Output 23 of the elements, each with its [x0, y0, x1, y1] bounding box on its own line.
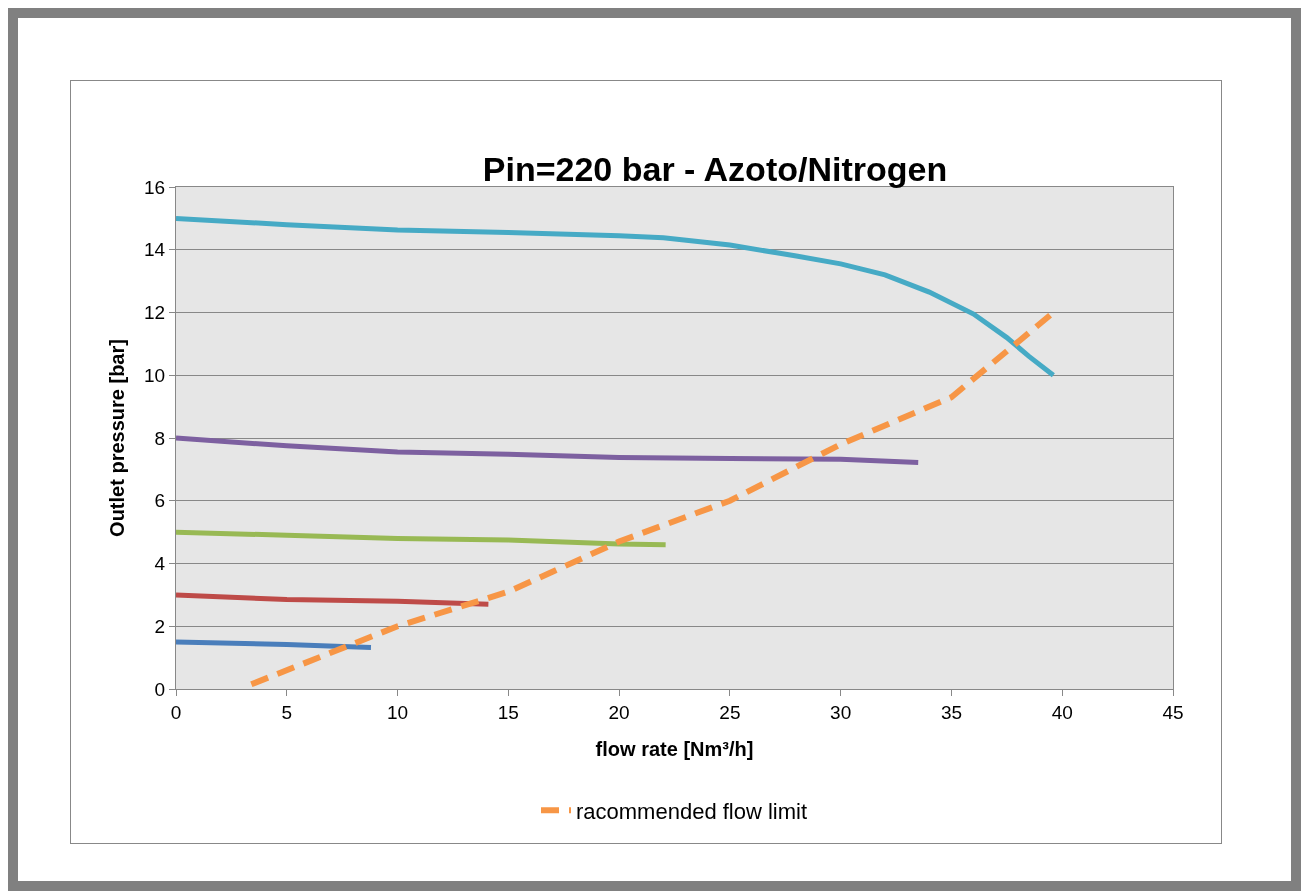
y-tick-label: 6 [154, 490, 166, 512]
y-tick-label: 14 [144, 239, 166, 261]
y-tick-label: 0 [154, 678, 166, 700]
chart-title: Pin=220 bar - Azoto/Nitrogen [482, 150, 948, 188]
x-tick-label: 30 [830, 701, 852, 723]
y-axis-title: Outlet pressure [bar] [105, 339, 128, 537]
x-tick-label: 45 [1162, 701, 1184, 723]
x-tick-label: 15 [497, 701, 519, 723]
y-tick-label: 10 [144, 364, 166, 386]
y-tick-label: 2 [154, 615, 166, 637]
x-axis-title: flow rate [Nm³/h] [595, 738, 754, 761]
x-tick-label: 0 [170, 701, 182, 723]
y-tick-label: 16 [144, 176, 166, 198]
x-tick-label: 25 [719, 701, 741, 723]
x-tick-label: 35 [940, 701, 963, 723]
y-tick-label: 8 [154, 427, 166, 449]
y-tick-label: 4 [154, 553, 166, 575]
x-tick-label: 5 [281, 701, 293, 723]
x-tick-label: 10 [386, 701, 409, 723]
y-tick-label: 12 [144, 302, 166, 324]
x-tick-label: 40 [1051, 701, 1073, 723]
legend-label: racommended flow limit [576, 798, 808, 824]
x-tick-label: 20 [608, 701, 630, 723]
